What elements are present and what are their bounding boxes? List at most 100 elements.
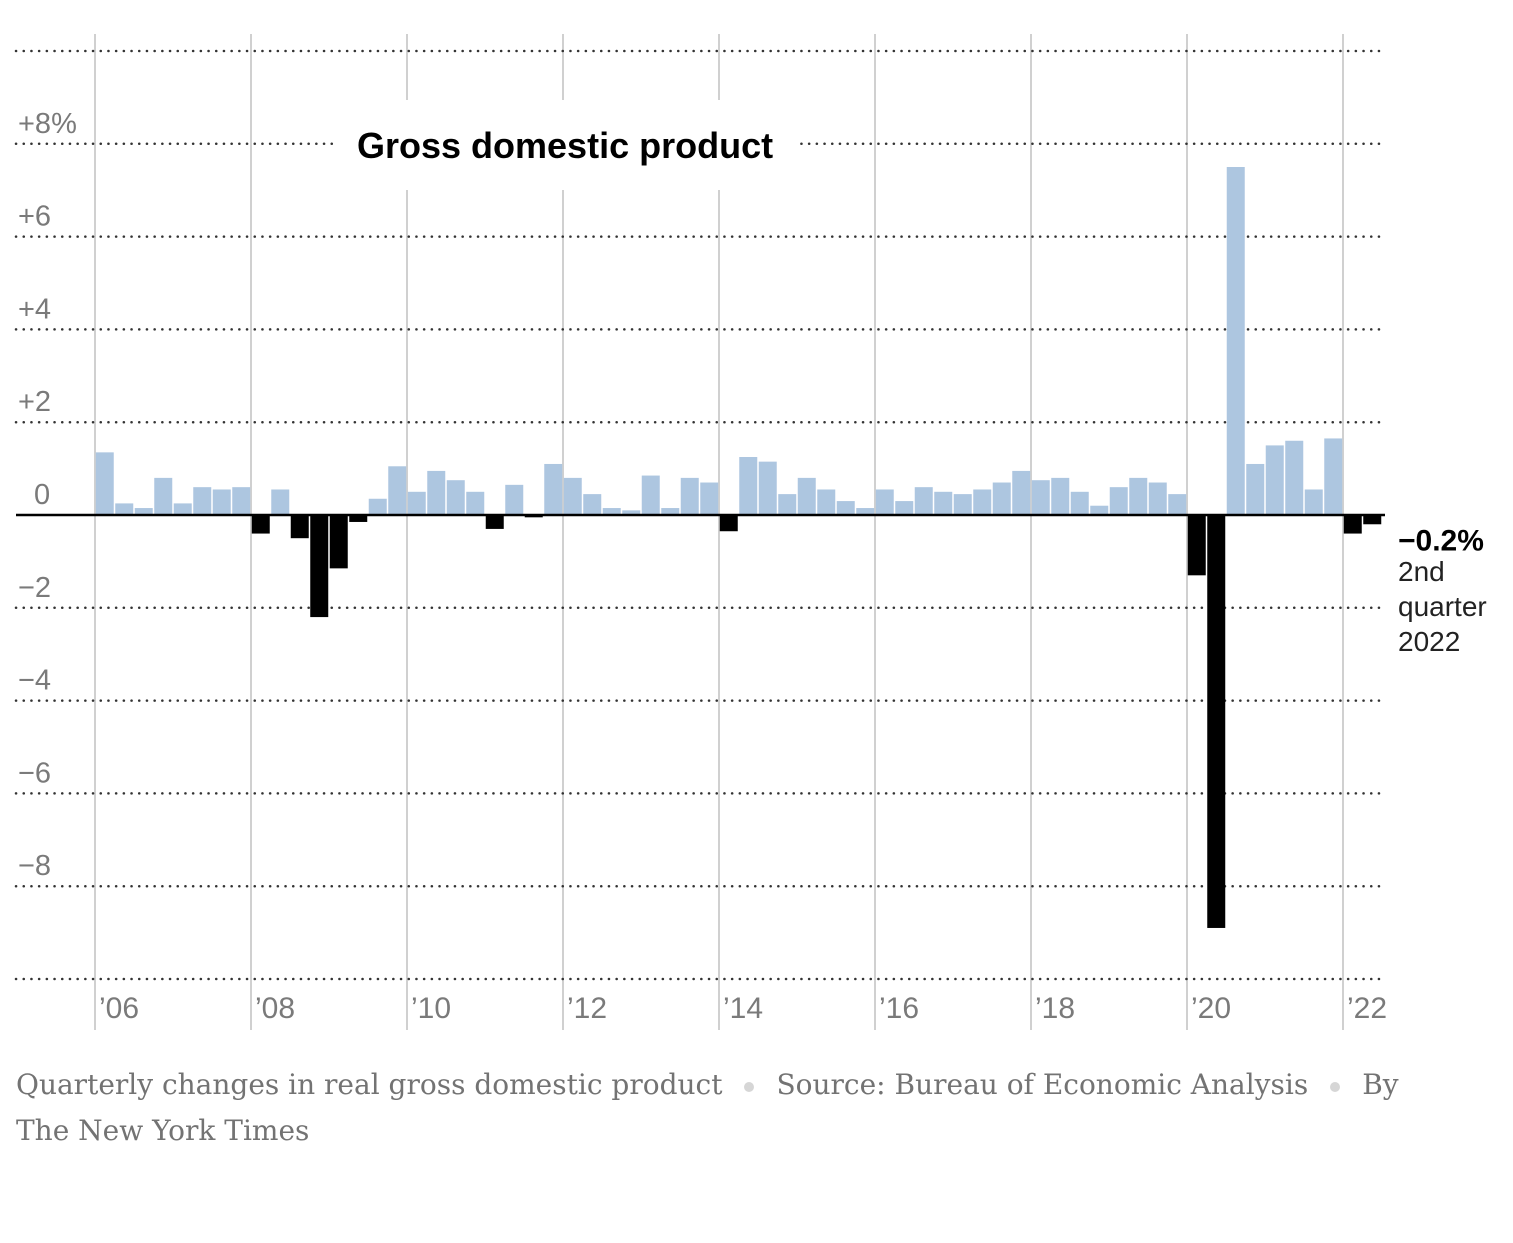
bar — [914, 487, 933, 515]
x-tick-label: ’06 — [99, 992, 139, 1025]
bar — [817, 489, 836, 515]
bars — [95, 167, 1382, 928]
bar — [622, 510, 641, 515]
bar — [758, 461, 777, 515]
bar — [329, 515, 348, 569]
bar — [1031, 480, 1050, 515]
y-tick-label: +8% — [18, 108, 77, 140]
bar — [251, 515, 270, 534]
bar — [1187, 515, 1206, 576]
bar — [407, 491, 426, 515]
y-axis-ticks: +8% +6 +4 +2 0 −2 −4 −6 −8 — [18, 108, 77, 882]
annotation-label: 2nd — [1398, 556, 1445, 587]
chart-footer: Quarterly changes in real gross domestic… — [16, 1062, 1496, 1154]
bar — [368, 498, 387, 515]
bar — [836, 501, 855, 515]
vertical-gridlines — [94, 34, 1344, 1030]
bar — [212, 489, 231, 515]
bar — [895, 501, 914, 515]
x-axis-ticks: ’06 ’08 ’10 ’12 ’14 ’16 ’18 ’20 ’22 — [99, 992, 1387, 1025]
bar — [388, 466, 407, 515]
bar — [271, 489, 290, 515]
bar — [1109, 487, 1128, 515]
y-tick-label: +2 — [18, 386, 51, 418]
bar — [349, 515, 368, 522]
bar — [680, 477, 699, 515]
bar — [115, 503, 134, 515]
bar — [973, 489, 992, 515]
bar — [563, 477, 582, 515]
bar — [1012, 470, 1031, 515]
chart-source: Source: Bureau of Economic Analysis — [776, 1068, 1309, 1101]
chart-title: Gross domestic product — [357, 125, 773, 166]
bar — [719, 515, 738, 532]
bar — [193, 487, 212, 515]
y-tick-label: +4 — [18, 293, 51, 325]
annotation-label: 2022 — [1398, 626, 1460, 657]
bar — [934, 491, 953, 515]
bar — [1226, 167, 1245, 515]
title-background — [333, 100, 798, 190]
bar — [154, 477, 173, 515]
x-tick-label: ’18 — [1035, 992, 1075, 1025]
x-tick-label: ’16 — [879, 992, 919, 1025]
bar — [1090, 505, 1109, 515]
bar — [1343, 515, 1362, 534]
bar — [1285, 440, 1304, 515]
bar — [505, 484, 524, 515]
bar — [641, 475, 660, 515]
bar — [485, 515, 504, 529]
x-tick-label: ’20 — [1191, 992, 1231, 1025]
last-value-annotation: −0.2%2nd quarter 2022 — [1398, 524, 1487, 657]
x-tick-label: ’08 — [255, 992, 295, 1025]
bar — [427, 470, 446, 515]
bar — [232, 487, 251, 515]
y-tick-label: −4 — [18, 665, 51, 697]
gdp-bar-chart: +8% +6 +4 +2 0 −2 −4 −6 −8 ’06 ’08 ’10 ’12 ’14 ’16 ’18… — [14, 34, 1487, 1030]
byline-org: The New York Times — [16, 1114, 310, 1147]
y-tick-label: −8 — [18, 850, 51, 882]
bar — [1129, 477, 1148, 515]
bar — [992, 482, 1011, 515]
x-tick-label: ’22 — [1347, 992, 1387, 1025]
bar — [778, 494, 797, 515]
bar — [1148, 482, 1167, 515]
x-tick-label: ’12 — [567, 992, 607, 1025]
separator-dot — [1330, 1081, 1341, 1092]
separator-dot — [744, 1081, 755, 1092]
bar — [466, 491, 485, 515]
bar — [1207, 515, 1226, 928]
x-tick-label: ’10 — [411, 992, 451, 1025]
y-tick-label: −2 — [18, 572, 51, 604]
bar — [875, 489, 894, 515]
bar — [661, 508, 680, 515]
bar — [953, 494, 972, 515]
bar — [1363, 515, 1382, 525]
bar — [700, 482, 719, 515]
bar — [134, 508, 153, 515]
bar — [856, 508, 875, 515]
bar — [446, 480, 465, 515]
annotation-value: −0.2% — [1398, 524, 1484, 557]
annotation-label: quarter — [1398, 591, 1487, 622]
chart-description: Quarterly changes in real gross domestic… — [16, 1068, 723, 1101]
bar — [310, 515, 329, 618]
bar — [602, 508, 621, 515]
bar — [1051, 477, 1070, 515]
x-tick-label: ’14 — [723, 992, 763, 1025]
bar — [1265, 445, 1284, 515]
bar — [583, 494, 602, 515]
bar — [1168, 494, 1187, 515]
bar — [797, 477, 816, 515]
bar — [544, 463, 563, 515]
bar — [95, 452, 114, 515]
bar — [739, 457, 758, 515]
bar — [1246, 463, 1265, 515]
byline-prefix: By — [1362, 1068, 1399, 1101]
bar — [290, 515, 309, 539]
bar — [1324, 438, 1343, 515]
y-tick-label: 0 — [34, 479, 50, 511]
bar — [173, 503, 192, 515]
bar — [1070, 491, 1089, 515]
bar — [1304, 489, 1323, 515]
